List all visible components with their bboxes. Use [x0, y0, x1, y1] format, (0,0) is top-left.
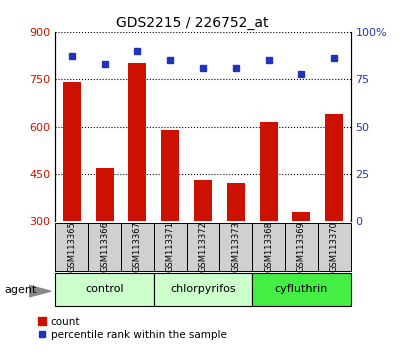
Text: GSM113370: GSM113370: [329, 222, 338, 272]
Text: GSM113368: GSM113368: [263, 221, 272, 273]
Bar: [252, 223, 284, 271]
Bar: [153, 273, 252, 306]
Bar: [95, 167, 113, 221]
Polygon shape: [29, 285, 51, 297]
Bar: [252, 273, 350, 306]
Bar: [121, 223, 153, 271]
Text: cyfluthrin: cyfluthrin: [274, 284, 327, 295]
Text: GSM113365: GSM113365: [67, 222, 76, 272]
Legend: count, percentile rank within the sample: count, percentile rank within the sample: [38, 317, 226, 340]
Text: GSM113373: GSM113373: [231, 221, 240, 273]
Text: GSM113371: GSM113371: [165, 222, 174, 272]
Text: GSM113372: GSM113372: [198, 222, 207, 272]
Text: GDS2215 / 226752_at: GDS2215 / 226752_at: [116, 16, 268, 30]
Bar: [153, 223, 186, 271]
Bar: [193, 180, 211, 221]
Text: agent: agent: [4, 285, 36, 295]
Bar: [55, 273, 153, 306]
Bar: [63, 82, 81, 221]
Text: GSM113369: GSM113369: [296, 222, 305, 272]
Text: chlorpyrifos: chlorpyrifos: [170, 284, 235, 295]
Bar: [219, 223, 252, 271]
Bar: [284, 223, 317, 271]
Bar: [317, 223, 350, 271]
Bar: [226, 183, 244, 221]
Bar: [55, 223, 88, 271]
Text: control: control: [85, 284, 124, 295]
Text: GSM113367: GSM113367: [133, 221, 142, 273]
Bar: [292, 212, 310, 221]
Text: GSM113366: GSM113366: [100, 221, 109, 273]
Bar: [88, 223, 121, 271]
Bar: [186, 223, 219, 271]
Bar: [324, 114, 342, 221]
Bar: [161, 130, 179, 221]
Bar: [259, 122, 277, 221]
Bar: [128, 63, 146, 221]
